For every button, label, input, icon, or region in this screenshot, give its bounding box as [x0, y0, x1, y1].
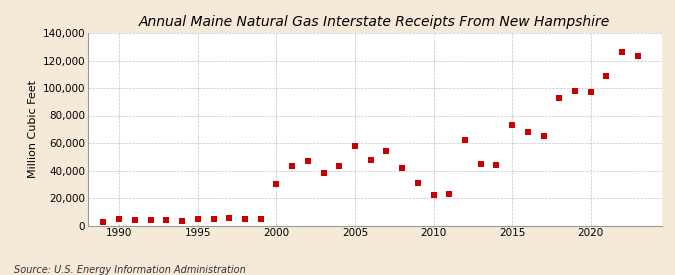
Point	[538, 134, 549, 138]
Point	[617, 50, 628, 54]
Point	[98, 220, 109, 224]
Point	[161, 218, 171, 222]
Point	[491, 163, 502, 167]
Point	[255, 217, 266, 222]
Point	[554, 95, 565, 100]
Y-axis label: Million Cubic Feet: Million Cubic Feet	[28, 80, 38, 178]
Point	[428, 193, 439, 197]
Point	[460, 138, 470, 142]
Point	[475, 161, 486, 166]
Point	[397, 166, 408, 170]
Point	[302, 159, 313, 163]
Point	[570, 89, 580, 93]
Title: Annual Maine Natural Gas Interstate Receipts From New Hampshire: Annual Maine Natural Gas Interstate Rece…	[139, 15, 610, 29]
Point	[240, 216, 250, 221]
Point	[130, 218, 140, 222]
Point	[145, 218, 156, 222]
Point	[334, 164, 345, 169]
Point	[287, 164, 298, 169]
Point	[381, 149, 392, 153]
Point	[365, 157, 376, 162]
Point	[350, 144, 360, 148]
Point	[271, 182, 281, 186]
Point	[208, 216, 219, 221]
Point	[444, 192, 455, 196]
Point	[507, 123, 518, 127]
Point	[522, 130, 533, 134]
Text: Source: U.S. Energy Information Administration: Source: U.S. Energy Information Administ…	[14, 265, 245, 275]
Point	[601, 73, 612, 78]
Point	[585, 90, 596, 94]
Point	[318, 171, 329, 175]
Point	[412, 181, 423, 185]
Point	[192, 217, 203, 222]
Point	[177, 218, 188, 223]
Point	[114, 217, 125, 222]
Point	[224, 216, 235, 220]
Point	[632, 54, 643, 59]
